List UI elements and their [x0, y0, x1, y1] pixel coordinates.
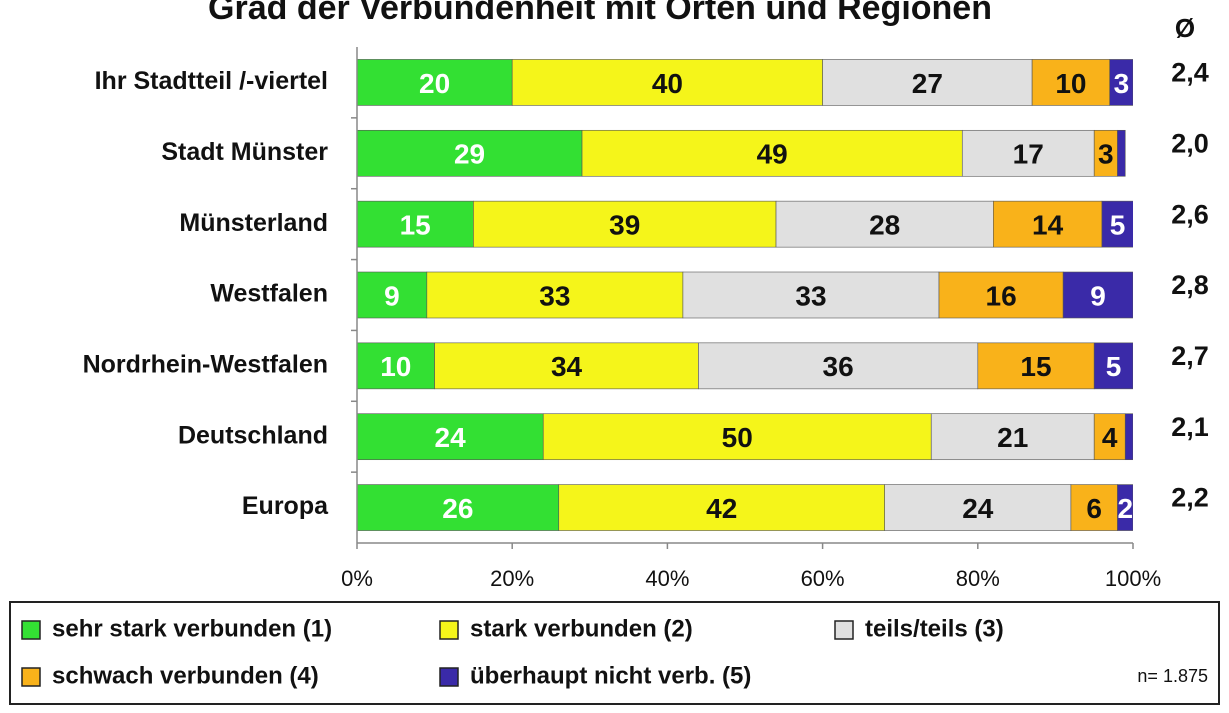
- value-label: 20: [419, 68, 450, 99]
- legend-label: schwach verbunden (4): [52, 662, 319, 689]
- bar-segment: [558, 484, 885, 531]
- bar-segment: [1109, 59, 1133, 106]
- plot: [357, 59, 1133, 531]
- value-label: 33: [795, 280, 826, 311]
- mean-label: 2,8: [1171, 270, 1209, 300]
- bar-segment: [357, 413, 544, 461]
- mean-label: 2,6: [1171, 199, 1209, 229]
- bar-segment: [357, 200, 474, 248]
- value-label: 24: [962, 493, 994, 524]
- x-tick-label: 20%: [490, 566, 534, 591]
- chart-title: Grad der Verbundenheit mit Orten und Reg…: [208, 0, 992, 27]
- value-label: 26: [442, 493, 473, 524]
- value-label: 9: [1090, 280, 1106, 311]
- value-label: 21: [997, 422, 1028, 453]
- value-label: 5: [1110, 210, 1126, 241]
- value-label: 10: [380, 351, 411, 382]
- bar-segment: [426, 271, 684, 319]
- value-label: 9: [384, 280, 400, 311]
- legend-label: stark verbunden (2): [470, 615, 693, 642]
- mean-label: 2,0: [1171, 128, 1209, 158]
- value-label: 17: [1013, 139, 1044, 170]
- note: n= 1.875: [1137, 666, 1208, 686]
- x-tick-label: 60%: [801, 566, 845, 591]
- x-tick-label: 100%: [1105, 566, 1161, 591]
- bar-segment: [698, 342, 979, 390]
- category-label: Nordrhein-Westfalen: [83, 350, 328, 378]
- value-label: 50: [722, 422, 753, 453]
- bar-segment: [961, 129, 1095, 177]
- bar-segment: [511, 59, 823, 106]
- mean-label: 2,1: [1171, 412, 1209, 442]
- value-label: 27: [912, 68, 943, 99]
- x-tick-label: 80%: [956, 566, 1000, 591]
- legend-label: teils/teils (3): [865, 615, 1004, 642]
- value-label: 34: [551, 351, 583, 382]
- legend-swatch: [439, 667, 459, 687]
- legend-label: sehr stark verbunden (1): [52, 615, 332, 642]
- category-label: Ihr Stadtteil /-viertel: [95, 67, 328, 95]
- value-label: 4: [1102, 422, 1118, 453]
- value-label: 14: [1032, 210, 1064, 241]
- category-label: Europa: [242, 492, 329, 520]
- x-tick-label: 40%: [645, 566, 689, 591]
- bar-segment: [434, 342, 699, 390]
- bar-segment: [1031, 59, 1111, 106]
- value-label: 42: [706, 493, 737, 524]
- bar-segment: [1117, 484, 1133, 531]
- mean-label: 2,4: [1171, 58, 1209, 88]
- bar-segment: [1124, 413, 1133, 461]
- value-label: 5: [1106, 351, 1122, 382]
- legend-swatch: [834, 620, 854, 640]
- category-label: Deutschland: [178, 421, 328, 449]
- bar-segment: [357, 129, 583, 177]
- bar-segment: [1062, 271, 1133, 319]
- value-label: 28: [869, 210, 900, 241]
- bar-segment: [938, 271, 1064, 319]
- legend-swatch: [21, 667, 41, 687]
- bar-segment: [822, 59, 1033, 106]
- bar-segment: [1093, 342, 1133, 390]
- legend-label: überhaupt nicht verb. (5): [470, 662, 751, 689]
- value-label: 29: [454, 139, 485, 170]
- value-label: 39: [609, 210, 640, 241]
- category-label: Westfalen: [210, 280, 328, 308]
- legend-box: [9, 601, 1220, 705]
- value-label: 16: [986, 280, 1017, 311]
- value-label: 15: [400, 210, 431, 241]
- bar-segment: [977, 342, 1095, 390]
- value-label: 10: [1055, 68, 1086, 99]
- value-label: 3: [1114, 68, 1130, 99]
- value-label: 6: [1086, 493, 1102, 524]
- value-label: 2: [1117, 493, 1133, 524]
- mean-header: Ø: [1175, 13, 1195, 43]
- value-label: 15: [1020, 351, 1051, 382]
- category-label: Münsterland: [179, 209, 328, 237]
- bar-segment: [1070, 484, 1118, 531]
- legend-swatch: [21, 620, 41, 640]
- mean-label: 2,7: [1171, 341, 1209, 371]
- legend-swatch: [439, 620, 459, 640]
- bar-segment: [1117, 129, 1126, 177]
- x-tick-label: 0%: [341, 566, 373, 591]
- bar-segment: [775, 200, 994, 248]
- bar-segment: [357, 342, 435, 390]
- mean-label: 2,2: [1171, 483, 1209, 513]
- value-label: 3: [1098, 139, 1114, 170]
- bar-segment: [357, 59, 513, 106]
- bar-segment: [1101, 200, 1133, 248]
- category-label: Stadt Münster: [161, 138, 328, 166]
- bar-segment: [542, 413, 932, 461]
- value-label: 33: [539, 280, 570, 311]
- value-label: 24: [435, 422, 467, 453]
- value-label: 36: [823, 351, 854, 382]
- bar-segment: [930, 413, 1095, 461]
- bar-segment: [884, 484, 1072, 531]
- bar-segment: [473, 200, 777, 248]
- value-label: 40: [652, 68, 683, 99]
- bar-segment: [581, 129, 963, 177]
- value-label: 49: [757, 139, 788, 170]
- bar-segment: [682, 271, 940, 319]
